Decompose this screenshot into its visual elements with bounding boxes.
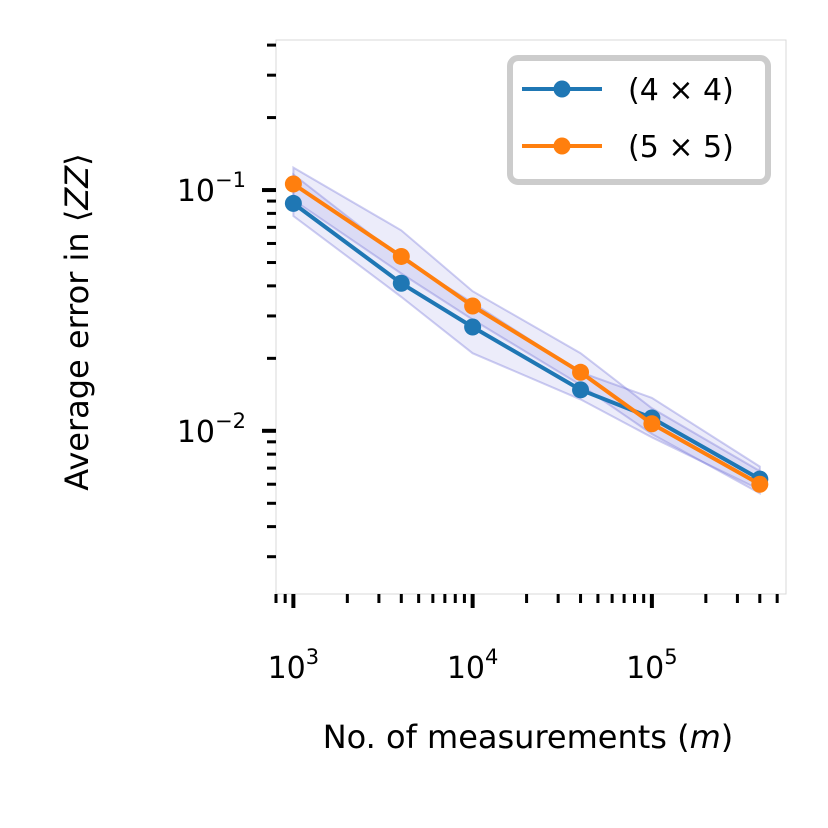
y-axis-ticks: 10−1 10−2 bbox=[177, 43, 276, 559]
point-series-1 bbox=[284, 194, 302, 212]
legend-label-2: (5 × 5) bbox=[628, 130, 734, 165]
x-axis-label: No. of measurements (m) bbox=[323, 718, 734, 756]
point-series-2 bbox=[572, 363, 590, 381]
line-series-1 bbox=[292, 201, 761, 481]
legend-marker-1 bbox=[553, 80, 571, 98]
legend-label-1: (4 × 4) bbox=[628, 73, 734, 108]
point-series-2 bbox=[392, 247, 410, 265]
point-series-2 bbox=[643, 415, 661, 433]
point-series-2 bbox=[284, 175, 302, 193]
x-axis-ticks: 103 104 105 bbox=[268, 594, 779, 686]
x-tick-label: 105 bbox=[626, 645, 678, 686]
point-series-1 bbox=[572, 381, 590, 399]
x-tick-label: 104 bbox=[447, 645, 499, 686]
x-tick-label: 103 bbox=[268, 645, 320, 686]
point-series-2 bbox=[751, 475, 769, 493]
legend-marker-2 bbox=[553, 137, 571, 155]
point-series-2 bbox=[464, 297, 482, 315]
y-axis-label: Average error in ⟨ZZ⟩ bbox=[58, 153, 96, 490]
point-series-1 bbox=[464, 318, 482, 336]
line-series-2 bbox=[292, 182, 761, 486]
series-lines bbox=[284, 175, 769, 493]
legend: (4 × 4) (5 × 5) bbox=[507, 55, 771, 185]
point-series-1 bbox=[392, 274, 410, 292]
y-tick-label: 10−2 bbox=[177, 409, 246, 450]
y-tick-label: 10−1 bbox=[177, 168, 246, 209]
band-series-2 bbox=[292, 165, 761, 495]
